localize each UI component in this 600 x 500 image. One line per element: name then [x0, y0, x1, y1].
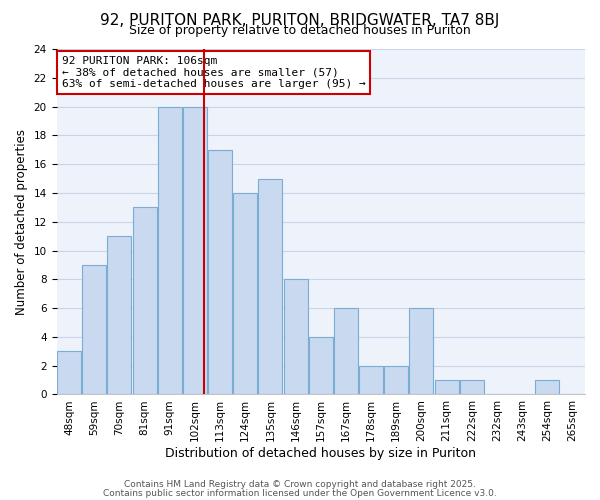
X-axis label: Distribution of detached houses by size in Puriton: Distribution of detached houses by size …	[165, 447, 476, 460]
Bar	[233, 193, 257, 394]
Bar	[57, 352, 81, 395]
Bar	[133, 208, 157, 394]
Bar	[107, 236, 131, 394]
Y-axis label: Number of detached properties: Number of detached properties	[15, 128, 28, 314]
Text: Size of property relative to detached houses in Puriton: Size of property relative to detached ho…	[129, 24, 471, 37]
Text: 92 PURITON PARK: 106sqm
← 38% of detached houses are smaller (57)
63% of semi-de: 92 PURITON PARK: 106sqm ← 38% of detache…	[62, 56, 365, 89]
Bar	[359, 366, 383, 394]
Bar	[208, 150, 232, 394]
Bar	[460, 380, 484, 394]
Bar	[409, 308, 433, 394]
Bar	[158, 106, 182, 395]
Bar	[183, 106, 207, 395]
Bar	[284, 280, 308, 394]
Bar	[259, 178, 283, 394]
Text: Contains HM Land Registry data © Crown copyright and database right 2025.: Contains HM Land Registry data © Crown c…	[124, 480, 476, 489]
Bar	[309, 337, 333, 394]
Bar	[82, 265, 106, 394]
Bar	[535, 380, 559, 394]
Text: Contains public sector information licensed under the Open Government Licence v3: Contains public sector information licen…	[103, 488, 497, 498]
Bar	[385, 366, 408, 394]
Text: 92, PURITON PARK, PURITON, BRIDGWATER, TA7 8BJ: 92, PURITON PARK, PURITON, BRIDGWATER, T…	[100, 12, 500, 28]
Bar	[434, 380, 458, 394]
Bar	[334, 308, 358, 394]
